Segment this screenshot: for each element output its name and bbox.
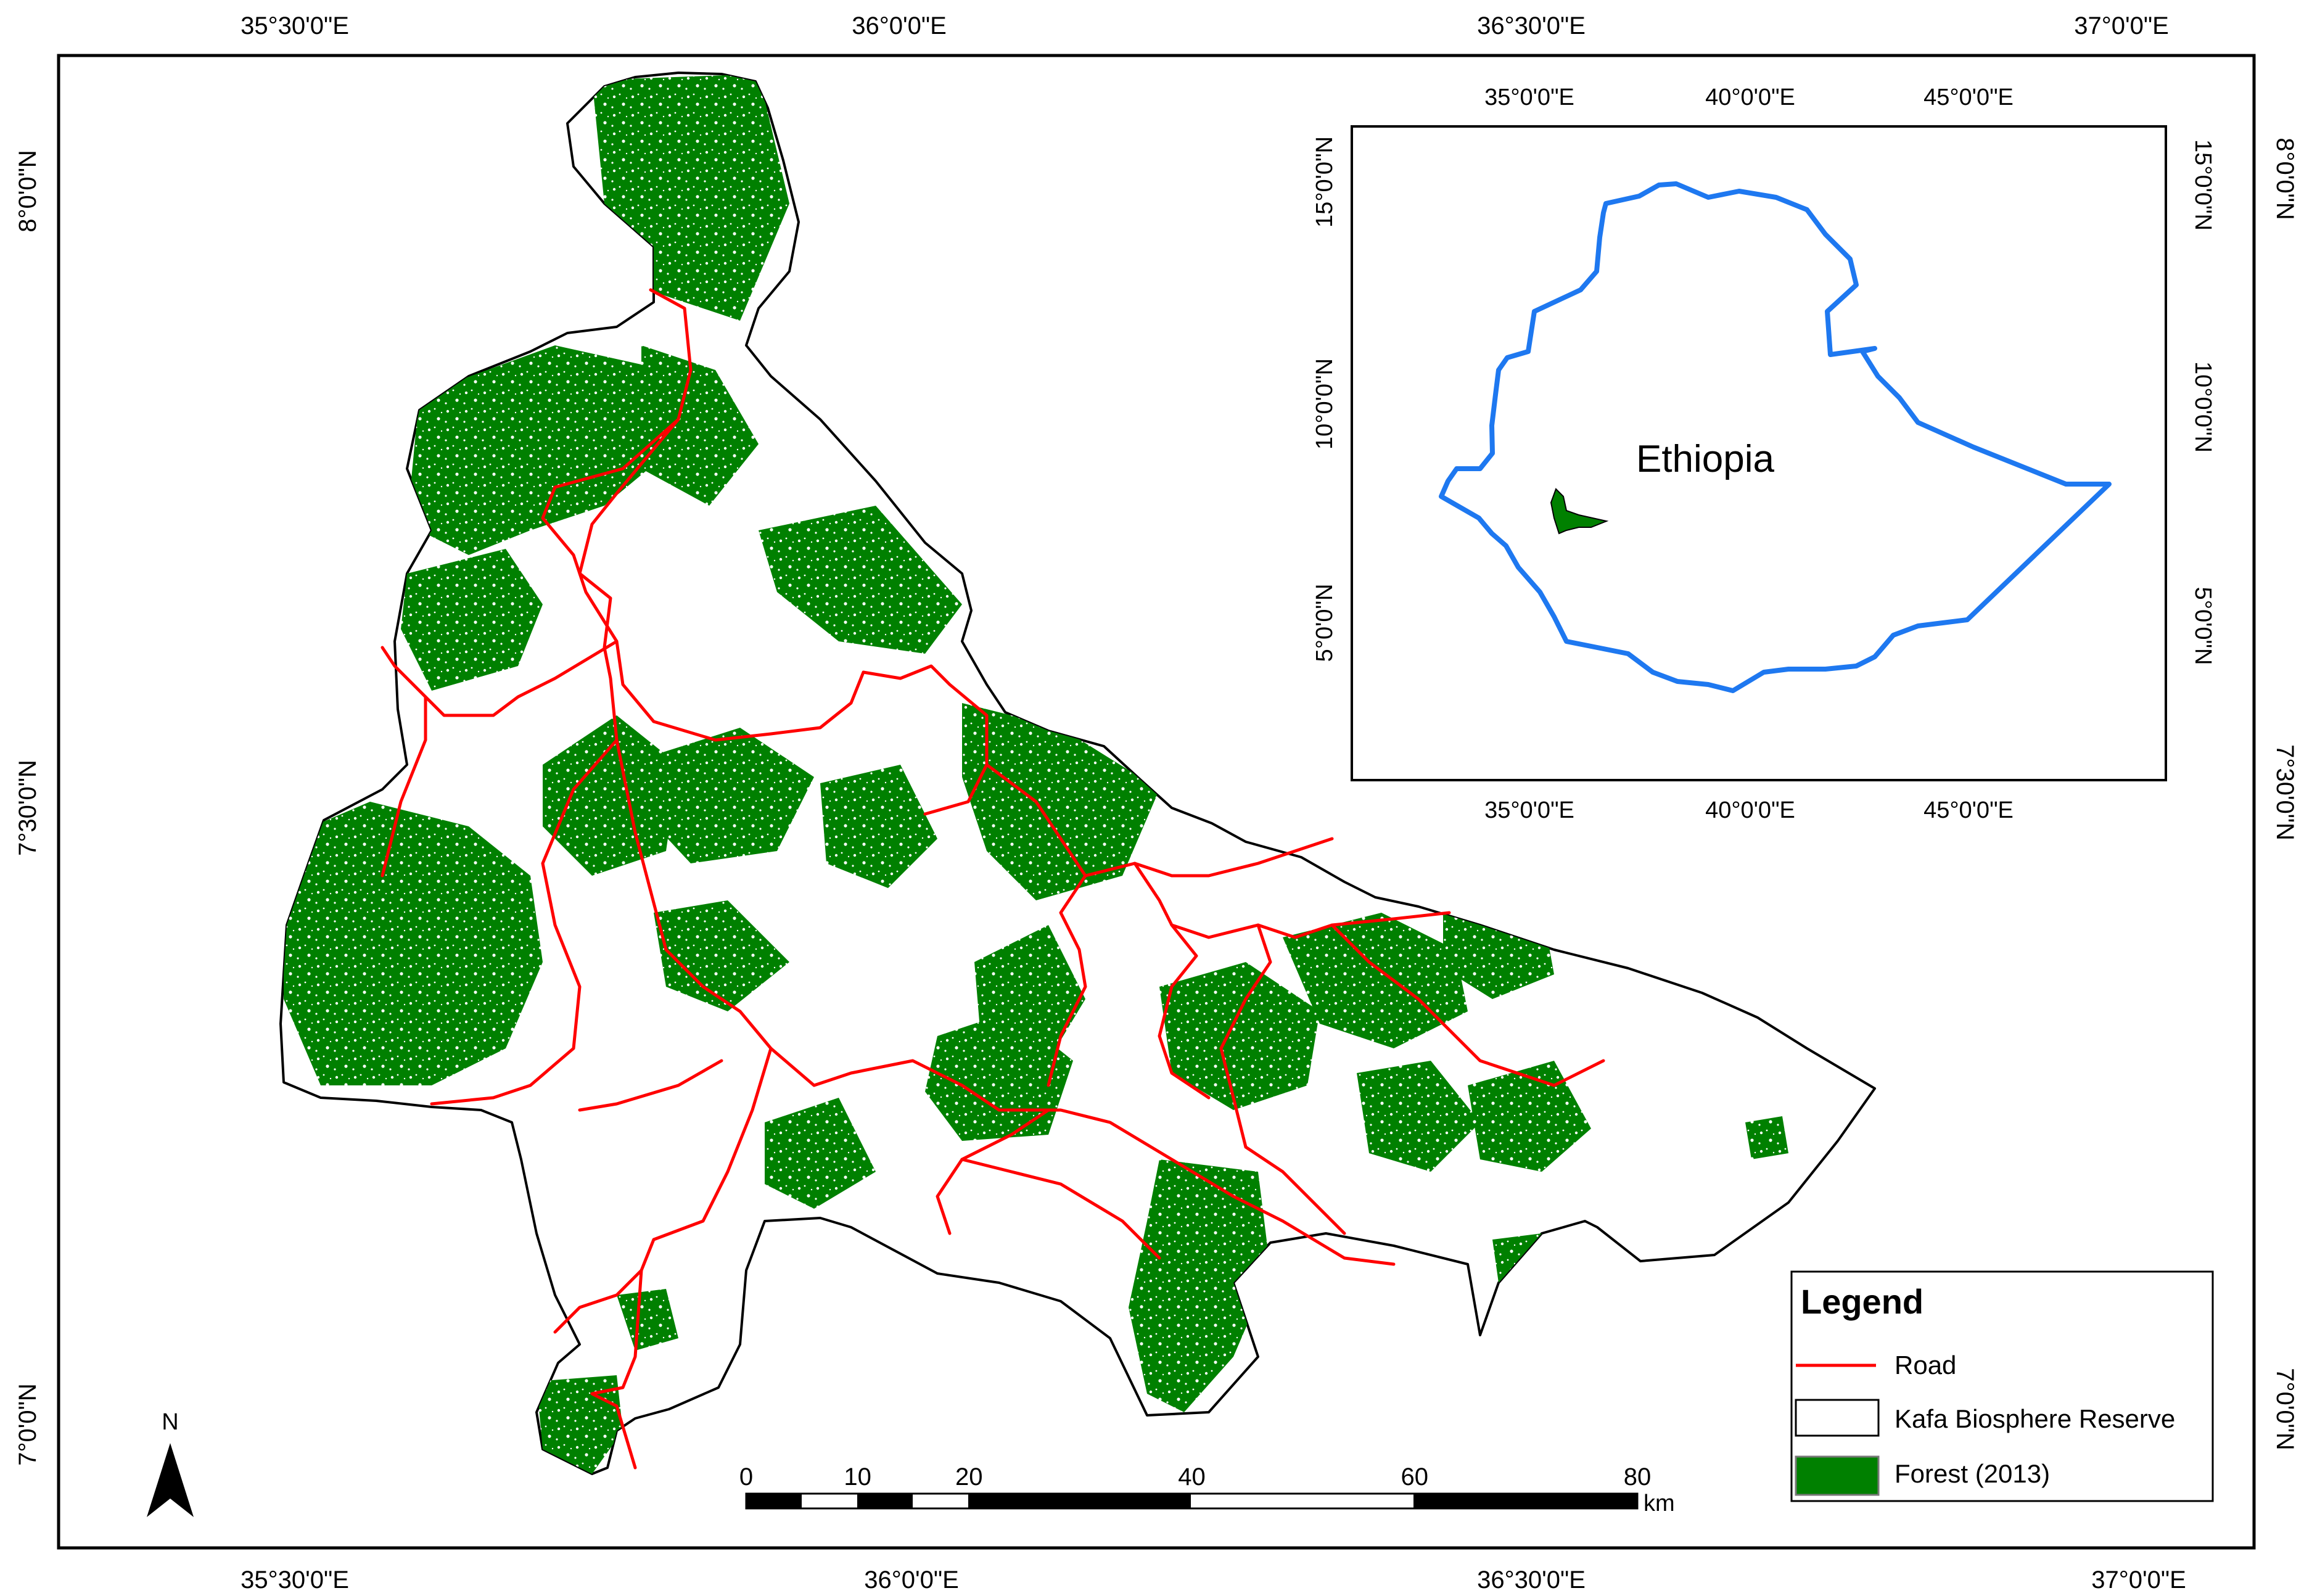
legend-item-road: Road <box>1895 1351 1956 1380</box>
lat-labels-right: 8°0'0"N 7°30'0"N 7°0'0"N <box>2271 138 2298 1450</box>
scale-bar-tick-label: 80 <box>1624 1463 1652 1491</box>
lat-label: 7°0'0"N <box>2271 1368 2298 1450</box>
inset-lat-label: 15°0'0"N <box>1312 136 1338 228</box>
scale-bar-tick-label: 10 <box>844 1463 871 1491</box>
kafa-location-marker <box>1550 488 1609 535</box>
inset-country-label: Ethiopia <box>1636 438 1775 480</box>
lon-label: 36°0'0"E <box>864 1566 959 1594</box>
inset-lon-label: 35°0'0"E <box>1484 84 1574 110</box>
legend-reserve-symbol <box>1795 1399 1880 1437</box>
scale-bar-unit: km <box>1644 1491 1675 1516</box>
legend-item-forest: Forest (2013) <box>1895 1459 2050 1488</box>
road-network <box>381 288 1605 1470</box>
lon-label: 37°0'0"E <box>2074 12 2169 39</box>
legend-item-reserve: Kafa Biosphere Reserve <box>1895 1404 2175 1433</box>
lon-label: 37°0'0"E <box>2091 1566 2186 1594</box>
lat-label: 7°0'0"N <box>14 1383 41 1465</box>
lat-label: 7°30'0"N <box>2271 744 2298 841</box>
lon-label: 35°30'0"E <box>241 1566 349 1594</box>
north-arrow-icon <box>147 1443 170 1517</box>
lat-label: 7°30'0"N <box>14 760 41 856</box>
north-arrow: N <box>147 1409 194 1517</box>
inset-lat-label: 10°0'0"N <box>2190 361 2216 453</box>
inset-lat-label: 5°0'0"N <box>1312 584 1338 662</box>
lon-label: 36°0'0"E <box>852 12 947 39</box>
legend-forest-symbol <box>1795 1455 1880 1496</box>
inset-lat-label: 15°0'0"N <box>2190 139 2216 231</box>
legend: Legend Road Kafa Biosphere Reserve Fores… <box>1790 1270 2214 1502</box>
scale-bar-segment <box>968 1494 1191 1508</box>
lat-label: 8°0'0"N <box>14 150 41 232</box>
forest-cover-2013 <box>284 74 1788 1474</box>
inset-lon-label: 45°0'0"E <box>1923 84 2014 110</box>
inset-lon-label: 40°0'0"E <box>1705 84 1795 110</box>
lat-label: 8°0'0"N <box>2271 138 2298 220</box>
scale-bar-tick-label: 40 <box>1178 1463 1206 1491</box>
inset-lon-label: 35°0'0"E <box>1484 797 1574 823</box>
north-arrow-label: N <box>162 1409 178 1435</box>
lon-label: 36°30'0"E <box>1477 1566 1586 1594</box>
lon-labels-top: 35°30'0"E 36°0'0"E 36°30'0"E 37°0'0"E <box>241 12 2169 39</box>
lon-label: 35°30'0"E <box>241 12 349 39</box>
inset-lat-label: 5°0'0"N <box>2190 587 2216 665</box>
scale-bar-tick-label: 0 <box>739 1463 753 1491</box>
scale-bar-tick-label: 20 <box>955 1463 983 1491</box>
ethiopia-boundary <box>1439 181 2112 693</box>
scale-bar-segment <box>857 1494 913 1508</box>
scale-bar-tick-label: 60 <box>1401 1463 1429 1491</box>
scale-bar-segment <box>1413 1494 1637 1508</box>
inset-lon-label: 40°0'0"E <box>1705 797 1795 823</box>
inset-map: 35°0'0"E 40°0'0"E 45°0'0"E 35°0'0"E 40°0… <box>1312 84 2216 823</box>
scale-bar: 0 10 20 40 60 80 km <box>739 1463 1675 1516</box>
inset-lon-label: 45°0'0"E <box>1923 797 2014 823</box>
inset-lat-label: 10°0'0"N <box>1312 358 1338 450</box>
lon-label: 36°30'0"E <box>1477 12 1586 39</box>
lat-labels-left: 8°0'0"N 7°30'0"N 7°0'0"N <box>14 150 41 1465</box>
scale-bar-segment <box>746 1494 802 1508</box>
scale-bar-ticks: 0 10 20 40 60 80 <box>739 1463 1651 1491</box>
lon-labels-bottom: 35°30'0"E 36°0'0"E 36°30'0"E 37°0'0"E <box>241 1566 2186 1594</box>
inset-frame <box>1351 125 2167 781</box>
legend-title: Legend <box>1801 1282 1923 1321</box>
